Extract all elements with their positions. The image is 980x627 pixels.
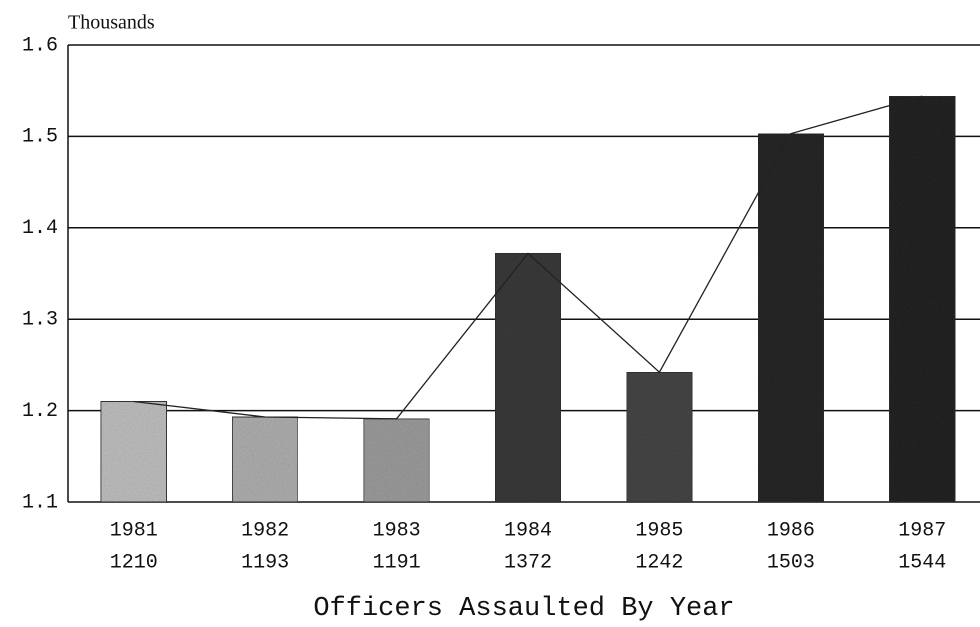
x-tick-label: 1983	[373, 519, 421, 542]
y-tick-label: 1.6	[22, 34, 58, 57]
bar	[231, 416, 299, 503]
y-axis-label: Thousands	[68, 12, 155, 34]
y-tick-label: 1.5	[22, 126, 58, 149]
trend-line	[133, 95, 923, 420]
x-tick-label: 1982	[241, 519, 289, 542]
y-tick-label: 1.2	[22, 400, 58, 423]
value-label: 1544	[898, 551, 946, 574]
bar	[494, 252, 562, 503]
x-tick-label: 1986	[767, 519, 815, 542]
x-tick-label: 1984	[504, 519, 552, 542]
x-tick-label: 1987	[898, 519, 946, 542]
bar	[888, 95, 956, 503]
chart-title: Officers Assaulted By Year	[313, 594, 734, 624]
value-label: 1210	[110, 551, 158, 574]
value-label: 1503	[767, 551, 815, 574]
value-label: 1242	[635, 551, 683, 574]
bar	[100, 400, 168, 503]
bar	[757, 133, 825, 503]
bar	[363, 418, 430, 503]
bar	[626, 371, 693, 503]
y-tick-label: 1.4	[22, 217, 58, 240]
y-tick-label: 1.3	[22, 308, 58, 331]
value-label: 1193	[241, 551, 289, 574]
value-label: 1372	[504, 551, 552, 574]
x-tick-label: 1981	[110, 519, 158, 542]
value-label: 1191	[373, 551, 421, 574]
x-tick-label: 1985	[635, 519, 683, 542]
y-tick-label: 1.1	[22, 491, 58, 514]
